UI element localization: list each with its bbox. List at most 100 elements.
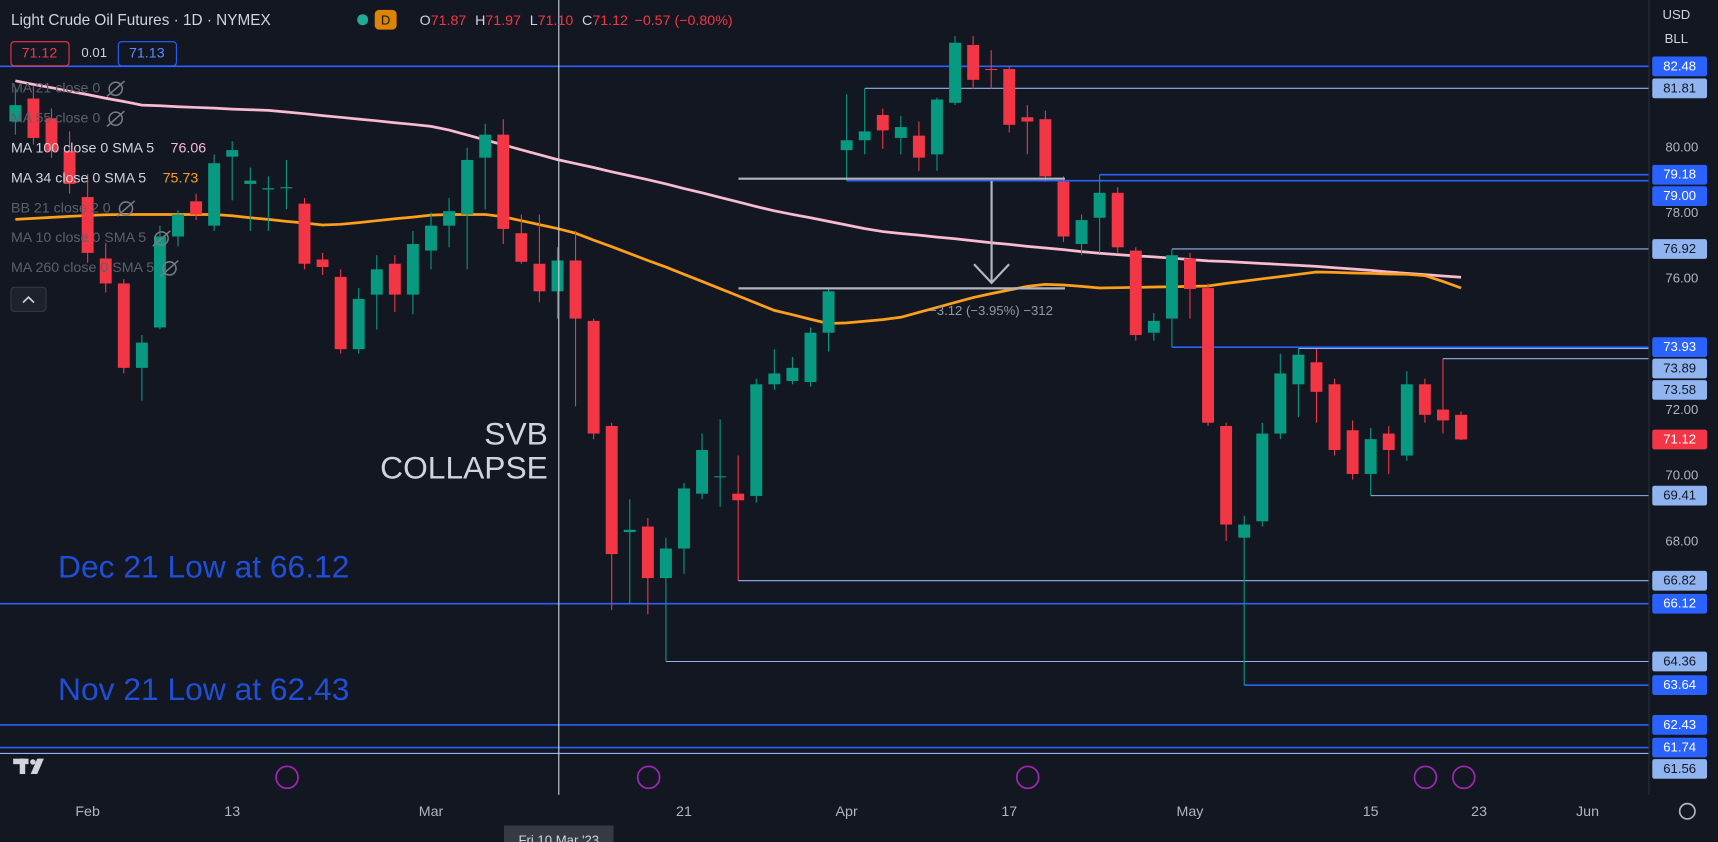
candle-body (81, 197, 94, 253)
candle-body (316, 259, 329, 268)
candle (1184, 252, 1196, 319)
price-label: 61.74 (1652, 737, 1708, 758)
settings-icon[interactable] (1678, 802, 1696, 820)
collapse-button[interactable] (10, 286, 47, 312)
candle-body (931, 99, 943, 155)
candle (153, 225, 166, 330)
candle-body (172, 214, 184, 237)
logo-part (30, 759, 36, 765)
candle-body (750, 384, 763, 496)
price-label-box (1652, 759, 1708, 779)
candle-body (696, 449, 709, 494)
price-label-text: 71.12 (1663, 431, 1696, 446)
x-tick-label: Apr (836, 804, 858, 820)
ma-line (15, 213, 1462, 325)
hidden-icon (160, 260, 179, 277)
candle-body (587, 320, 600, 434)
candle (1238, 515, 1251, 686)
candle-body (45, 118, 58, 152)
event-icon[interactable] (1451, 765, 1476, 790)
candle-body (1220, 426, 1233, 525)
candle (623, 499, 636, 604)
candle-body (623, 529, 636, 533)
price-label-text: 81.81 (1663, 80, 1696, 95)
candle-body (1437, 409, 1449, 421)
candle (985, 50, 998, 89)
candle (27, 85, 40, 145)
price-label-text: 76.92 (1663, 241, 1696, 256)
candle-body (443, 211, 456, 226)
hidden-icon (116, 200, 136, 217)
price-label-text: 82.48 (1663, 58, 1696, 73)
hidden-icon (106, 80, 125, 98)
candle-body (840, 140, 853, 151)
hidden-icon (154, 231, 169, 246)
price-scale (1648, 0, 1718, 842)
candle (894, 115, 907, 155)
currency[interactable]: USD (1662, 7, 1690, 22)
price-label-text: 66.12 (1663, 596, 1696, 611)
price-label-box (1652, 78, 1708, 99)
unit[interactable]: BLL (1665, 31, 1688, 46)
quote-box[interactable] (117, 41, 177, 67)
candle-body (1328, 384, 1341, 450)
candle (63, 131, 76, 194)
candle (117, 279, 130, 374)
candle (135, 335, 148, 401)
annotation: SVB (484, 416, 548, 452)
legend-entry: MA 100 close 0 SMA 5 (11, 140, 154, 156)
price-label-box (1652, 737, 1708, 758)
event-icon[interactable] (636, 765, 661, 790)
candle (352, 288, 365, 354)
x-tick-label: May (1177, 804, 1205, 820)
candle-body (425, 225, 437, 251)
candle-body (678, 488, 690, 549)
price-label-text: 61.74 (1663, 740, 1696, 755)
candle (931, 97, 943, 171)
candle-body (352, 298, 365, 350)
legend-entry: BB 21 close 2 0 (11, 200, 111, 216)
candle-body (822, 291, 835, 333)
candle-body (1039, 119, 1052, 177)
candle-body (497, 134, 510, 229)
candle (1075, 214, 1088, 256)
legend-entry: MA 260 close 0 SMA 5 (11, 260, 154, 276)
event-icon[interactable] (275, 765, 299, 790)
price-label-box (1652, 429, 1708, 450)
candle-body (858, 131, 871, 141)
candle-body (1274, 373, 1287, 434)
hidden-icon (118, 201, 134, 216)
price-label: 73.89 (1652, 358, 1708, 379)
annotation: Nov 21 Low at 62.43 (58, 671, 349, 707)
candle-body (244, 180, 257, 184)
candle-body (1346, 430, 1359, 474)
candle (732, 455, 745, 581)
price-label-box (1652, 570, 1708, 591)
chart-title: Light Crude Oil Futures · 1D · NYMEX (11, 12, 271, 29)
candle-body (912, 135, 925, 158)
candle-body (515, 233, 528, 262)
candle-body (876, 114, 889, 131)
candle-body (1093, 192, 1106, 218)
legend-entry: MA 21 close 0 (11, 81, 100, 97)
spread: 0.01 (81, 45, 107, 60)
event-icon[interactable] (1015, 765, 1040, 790)
logo-part (30, 758, 44, 775)
candle-body (334, 276, 347, 350)
candle (858, 88, 871, 155)
price-label-text: 61.56 (1663, 761, 1696, 776)
quote-box[interactable] (10, 41, 70, 67)
candle-body (9, 105, 22, 122)
logo-part (19, 758, 26, 775)
event-icon[interactable] (1413, 765, 1438, 790)
candle (587, 318, 600, 440)
candle-body (1202, 288, 1215, 423)
crosshair-label: Fri 10 Mar '23 (518, 832, 599, 842)
candle (334, 269, 347, 354)
collapse-icon (22, 295, 35, 304)
x-tick-label: 21 (676, 804, 692, 820)
candle (822, 288, 835, 352)
price-label: 63.64 (1652, 675, 1708, 696)
